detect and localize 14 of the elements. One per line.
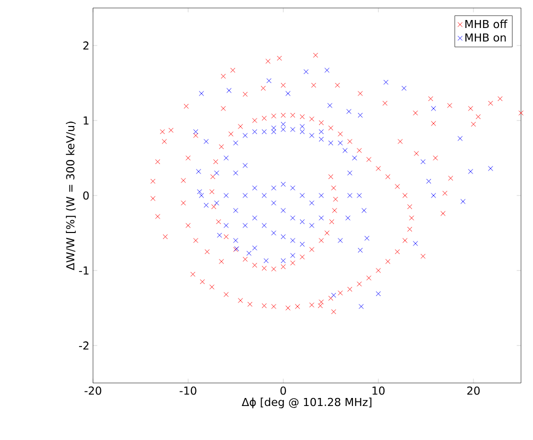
legend-label: MHB on <box>465 33 506 42</box>
y-tick-label: 2 <box>83 41 88 50</box>
legend-label: MHB off <box>465 20 508 28</box>
y-tick-label: 1 <box>84 116 88 124</box>
y-tick-label: 0 <box>83 191 89 200</box>
x-tick-label: -10 <box>180 386 196 395</box>
x-tick-label: 0 <box>280 386 286 395</box>
y-tick-label: -2 <box>79 341 88 350</box>
x-tick-label: -20 <box>84 386 102 395</box>
x-axis-title: Δϕ [deg @ 101.28 MHz] <box>242 398 372 408</box>
y-axis-title: ΔW/W [%] (W = 300 keV/u) <box>66 122 76 270</box>
y-tick-label: -1 <box>79 266 88 274</box>
x-tick-label: 10 <box>372 386 385 395</box>
x-tick-label: 20 <box>467 386 480 395</box>
